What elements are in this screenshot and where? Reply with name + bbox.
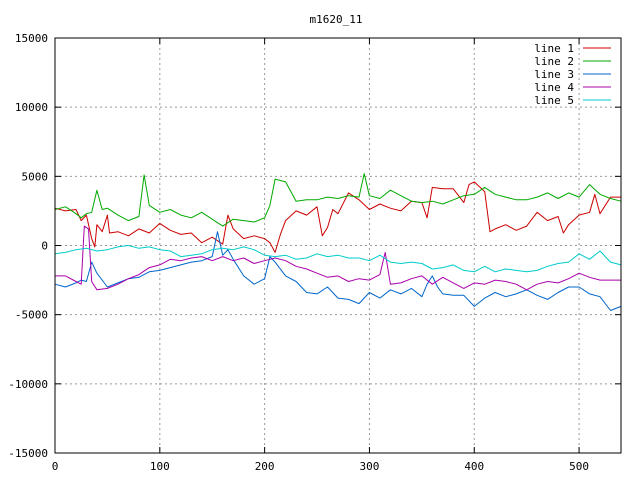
series-line [54, 181, 621, 253]
legend-label: line 2 [534, 55, 574, 68]
ticks: 0 100 200 300 400 500 -15000 -10000 -5000 0 5000 10… [8, 32, 621, 473]
y-tick-label: -10000 [8, 378, 48, 391]
y-tick-label: -5000 [15, 309, 48, 322]
x-tick-label: 500 [569, 460, 589, 473]
y-tick-label: 15000 [15, 32, 48, 45]
series-line [54, 245, 622, 273]
x-tick-label: 200 [255, 460, 275, 473]
legend-label: line 3 [534, 68, 574, 81]
x-tick-label: 100 [150, 460, 170, 473]
y-tick-label: -15000 [8, 447, 48, 460]
y-tick-label: 0 [41, 240, 48, 253]
series-line [54, 231, 622, 311]
x-tick-label: 0 [52, 460, 59, 473]
y-tick-label: 5000 [22, 170, 49, 183]
grid [55, 38, 621, 453]
series-group [54, 173, 622, 311]
series-line [54, 173, 622, 227]
legend-label: line 5 [534, 94, 574, 107]
legend-label: line 1 [534, 42, 574, 55]
y-tick-label: 10000 [15, 101, 48, 114]
x-tick-label: 300 [360, 460, 380, 473]
chart-title: m1620_11 [310, 13, 363, 26]
legend-label: line 4 [534, 81, 574, 94]
x-tick-label: 400 [464, 460, 484, 473]
series-line [55, 225, 621, 291]
